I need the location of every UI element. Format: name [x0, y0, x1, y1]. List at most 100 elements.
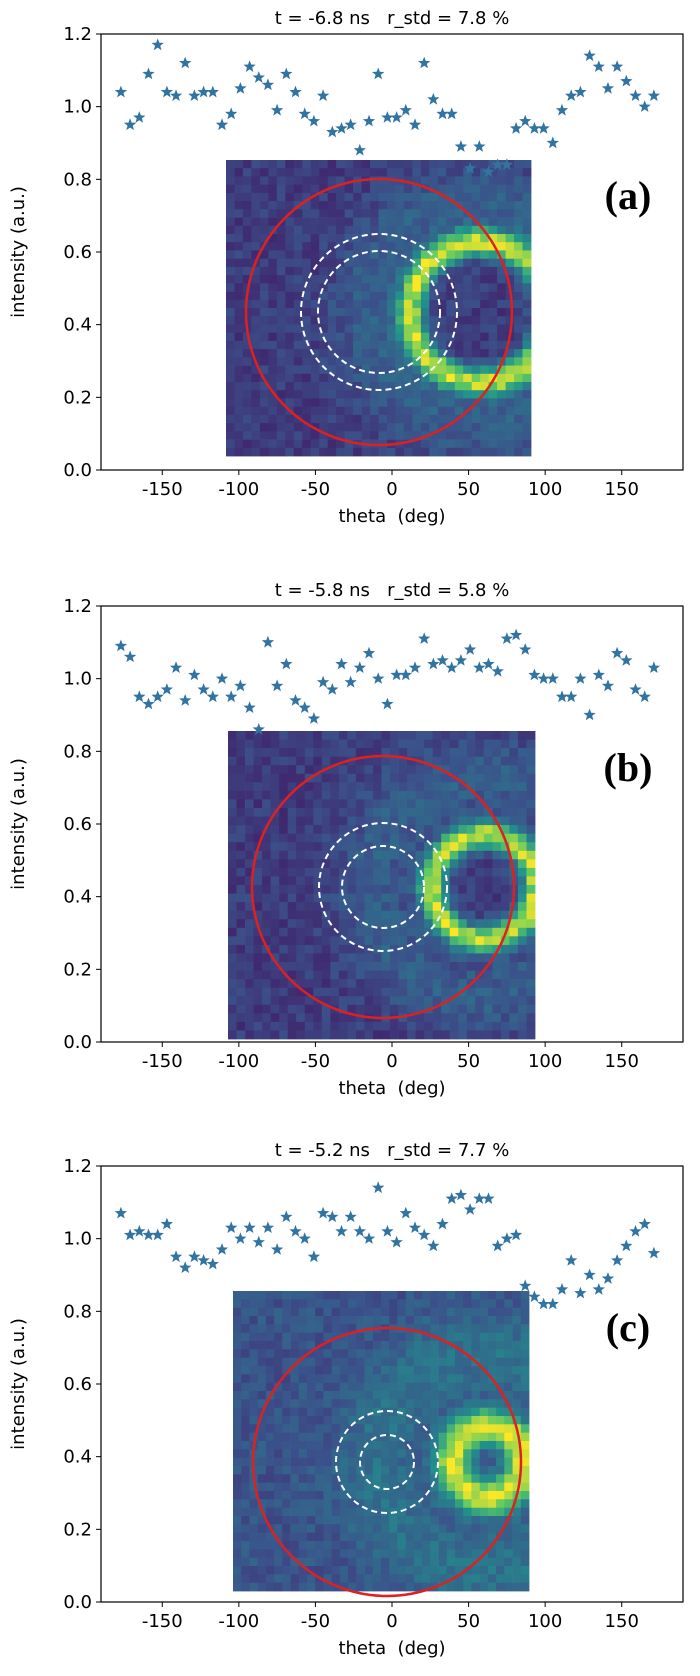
pixel: [500, 808, 510, 817]
pixel: [233, 1532, 242, 1542]
pixel: [287, 1030, 297, 1040]
pixel: [287, 1004, 297, 1014]
pixel: [424, 850, 433, 860]
pixel: [287, 816, 297, 826]
pixel: [361, 447, 371, 457]
pixel: [313, 850, 323, 860]
pixel: [514, 332, 523, 342]
star-point: [289, 694, 302, 706]
pixel: [339, 1424, 349, 1433]
pixel: [479, 1541, 489, 1550]
pixel: [265, 1332, 275, 1342]
pixel: [364, 867, 374, 877]
pixel: [290, 1516, 300, 1525]
pixel: [293, 299, 303, 309]
pixel: [522, 357, 532, 366]
pixel: [276, 250, 286, 259]
pixel: [353, 365, 362, 375]
pixel: [475, 748, 485, 758]
pixel: [390, 902, 399, 912]
pixel: [259, 365, 269, 375]
pixel: [356, 1291, 365, 1300]
pixel: [327, 275, 337, 284]
pixel: [356, 1382, 365, 1392]
star-point: [546, 136, 559, 149]
star-point: [427, 92, 440, 105]
pixel: [251, 365, 261, 375]
pixel: [321, 850, 331, 860]
pixel: [245, 1021, 254, 1031]
pixel: [356, 1407, 365, 1417]
pixel: [356, 1574, 365, 1583]
pixel: [302, 275, 312, 284]
pixel: [373, 739, 382, 749]
pixel: [497, 406, 506, 416]
pixel: [323, 1291, 332, 1300]
pixel: [415, 902, 425, 912]
pixel: [251, 373, 261, 383]
pixel: [338, 979, 348, 989]
pixel: [364, 1507, 374, 1517]
pixel: [302, 209, 312, 218]
pixel: [514, 184, 523, 194]
star-point: [151, 690, 164, 703]
pixel: [372, 1299, 382, 1308]
pixel: [355, 996, 365, 1006]
pixel: [228, 808, 237, 817]
pixel: [471, 1524, 480, 1533]
star-point: [234, 82, 247, 94]
pixel: [517, 987, 527, 997]
star-point: [454, 1188, 468, 1201]
pixel: [483, 756, 493, 766]
pixel: [307, 1491, 316, 1500]
pixel: [298, 1374, 308, 1383]
pixel: [487, 1299, 497, 1308]
pixel: [407, 962, 416, 971]
pixel: [483, 919, 493, 929]
pixel: [296, 850, 306, 860]
pixel: [488, 299, 498, 309]
pixel: [319, 406, 329, 416]
pixel: [378, 176, 388, 185]
star-point: [509, 1228, 523, 1241]
pixel: [348, 1524, 357, 1533]
pixel: [514, 439, 523, 449]
pixel: [429, 184, 439, 194]
pixel: [387, 357, 396, 366]
pixel: [298, 1307, 308, 1317]
pixel: [323, 1299, 332, 1308]
pixel: [500, 739, 510, 749]
pixel: [407, 876, 416, 886]
pixel: [505, 176, 515, 185]
pixel: [492, 885, 502, 894]
pixel: [251, 201, 261, 210]
pixel: [372, 1466, 382, 1475]
pixel: [514, 398, 523, 407]
pixel: [310, 160, 320, 169]
pixel: [449, 987, 459, 997]
pixel: [304, 765, 314, 775]
pixel: [455, 1307, 464, 1317]
pixel: [279, 773, 289, 783]
pixel: [274, 1324, 283, 1333]
pixel: [512, 1549, 522, 1558]
pixel: [480, 283, 490, 292]
pixel: [496, 1366, 505, 1375]
pixel: [282, 1332, 291, 1342]
pixel: [236, 739, 246, 749]
pixel: [370, 201, 379, 210]
pixel: [257, 1441, 267, 1450]
pixel: [370, 217, 379, 227]
pixel: [234, 382, 244, 391]
pixel: [512, 1416, 522, 1425]
pixel: [424, 748, 433, 758]
pixel: [310, 209, 320, 218]
pixel: [387, 275, 396, 284]
pixel: [420, 357, 430, 366]
pixel: [378, 332, 388, 342]
pixel: [304, 979, 314, 989]
pixel: [483, 1013, 493, 1023]
pixel: [353, 316, 362, 325]
pixel: [412, 258, 422, 268]
pixel: [285, 308, 295, 317]
